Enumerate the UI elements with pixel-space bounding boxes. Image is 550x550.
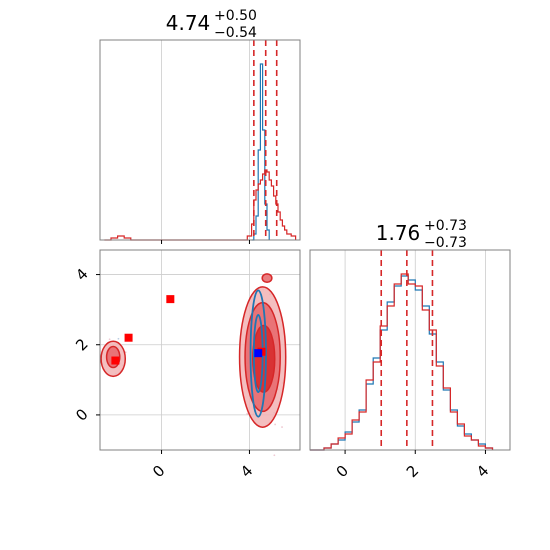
sample-point [281, 426, 283, 428]
title-plus-error: +0.50 [214, 8, 257, 24]
contour-blue [249, 289, 267, 418]
panel-title-param-2: 1.76 [376, 221, 421, 245]
panel-title-param-1: 4.74 [166, 11, 211, 35]
histogram-panel-param-1: 4.74 +0.50 −0.54 [99, 8, 301, 244]
axes-frame [309, 249, 511, 451]
title-minus-error: −0.54 [214, 25, 257, 41]
marker-red-square [124, 333, 133, 342]
title-value: 4.74 [166, 11, 211, 35]
histogram-series [310, 273, 494, 451]
quantile-lines [380, 250, 434, 450]
axes-frame [99, 249, 301, 451]
title-plus-error: +0.73 [424, 218, 467, 234]
sample-point [273, 454, 276, 457]
x-ticks [161, 240, 250, 244]
marker-red-square [111, 356, 120, 365]
histogram-step-red [310, 273, 494, 451]
contour-red-mid [261, 273, 273, 284]
title-minus-error: −0.73 [424, 235, 467, 251]
title-value: 1.76 [376, 221, 421, 245]
quantile-lines [253, 40, 278, 240]
sample-point [246, 412, 249, 415]
marker-red-square [166, 295, 175, 304]
axes-frame [99, 39, 301, 241]
marker-blue-square [254, 349, 263, 358]
histogram-step-blue [251, 63, 270, 241]
grid-lines [161, 40, 250, 240]
markers [111, 295, 266, 365]
contour-regions [100, 273, 287, 428]
sample-point [108, 338, 111, 341]
sample-point [117, 337, 120, 340]
sample-point [274, 423, 277, 426]
